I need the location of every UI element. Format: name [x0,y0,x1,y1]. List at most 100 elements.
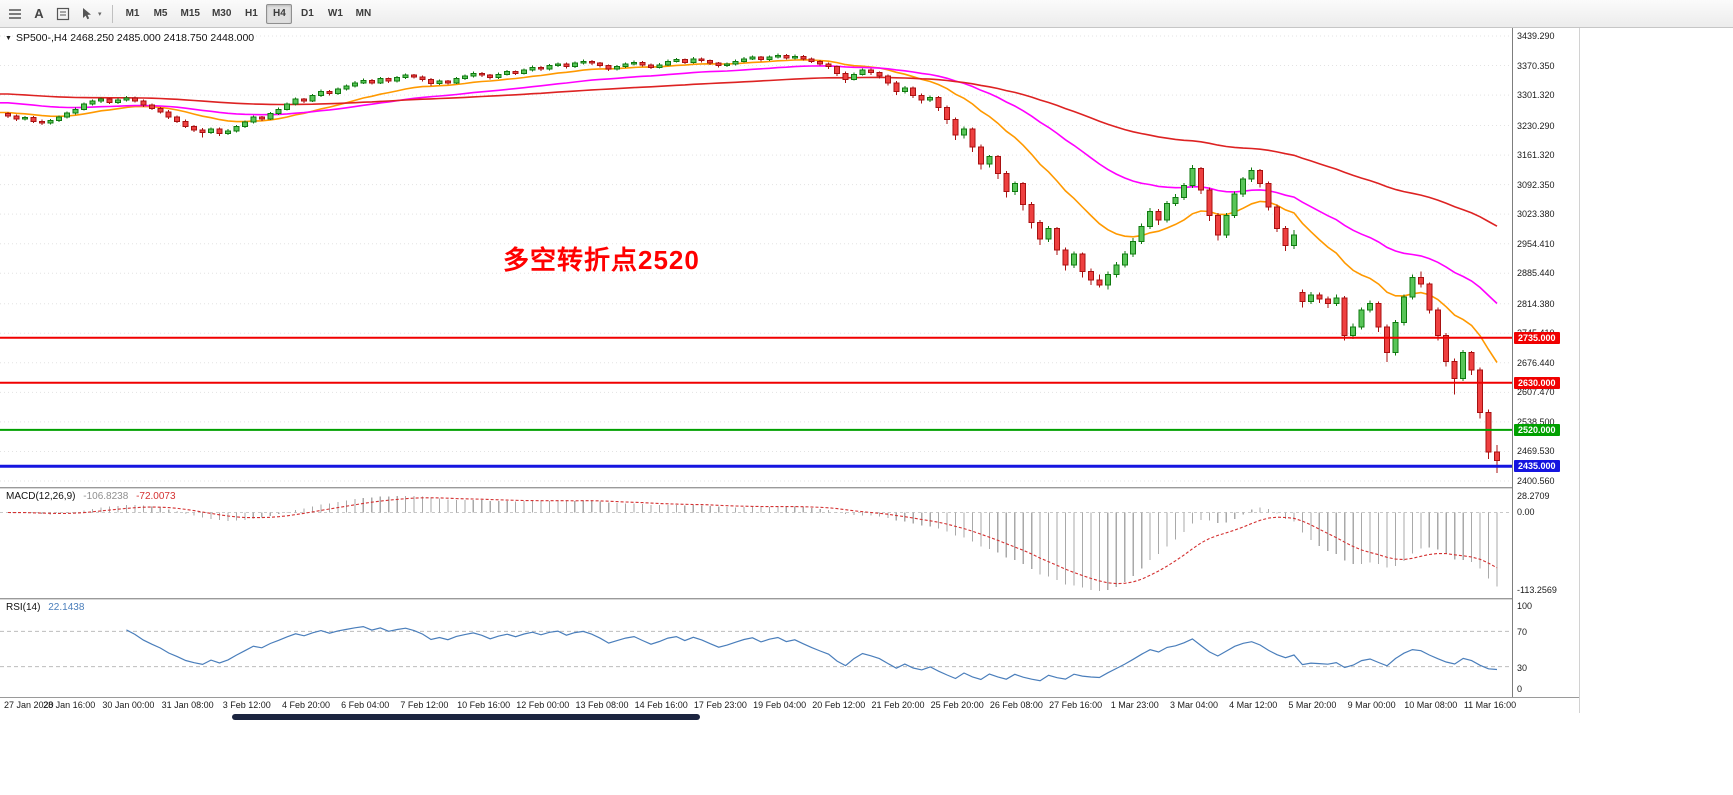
date-label: 9 Mar 00:00 [1347,700,1396,710]
macd-label: MACD(12,26,9) [6,491,76,502]
template-icon[interactable] [52,3,74,25]
date-label: 13 Feb 08:00 [575,700,629,710]
price-axis-label: 2538.500 [1517,416,1555,427]
date-axis[interactable]: 27 Jan 2020 28 Jan 16:00 30 Jan 00:00 31 Ja… [0,698,1580,713]
date-label: 3 Feb 12:00 [222,700,271,710]
date-label: 11 Mar 16:00 [1463,700,1517,710]
price-axis-label: 2469.530 [1517,446,1555,457]
price-axis-label: 2885.440 [1517,268,1555,279]
date-label: 12 Feb 00:00 [516,700,570,710]
rsi-axis-label: 70 [1517,627,1528,638]
chart-window-edge [1579,28,1580,713]
macd-signal-value: -72.0073 [136,491,176,502]
timeframe-button-h1[interactable]: H1 [238,4,264,24]
date-label: 10 Mar 08:00 [1404,700,1458,710]
timeframe-button-w1[interactable]: W1 [322,4,348,24]
macd-axis-label: 28.2709 [1517,491,1550,501]
rsi-label: RSI(14) [6,602,41,613]
objects-list-icon[interactable] [4,3,26,25]
price-tag-2630: 2630.000 [1514,376,1560,389]
toolbar: A ▾ M1 M5 M15 M30 H1 H4 D1 W1 MN [0,0,1733,28]
timeframe-button-h4[interactable]: H4 [266,3,293,24]
date-label: 1 Mar 23:00 [1110,700,1159,710]
date-label: 17 Feb 23:00 [693,700,747,710]
price-axis[interactable]: 3439.290 3370.350 3301.320 3230.290 3161.320… [1512,28,1580,697]
rsi-line [126,625,1498,682]
date-label: 5 Mar 20:00 [1288,700,1337,710]
macd-main-value: -106.8238 [83,491,129,502]
mid-ma-line[interactable] [0,65,1498,305]
date-label: 14 Feb 16:00 [634,700,688,710]
price-axis-label: 2954.410 [1517,238,1555,249]
timeframe-button-m15[interactable]: M15 [176,4,205,24]
cursor-tool-icon[interactable] [76,3,98,25]
panel-separator[interactable] [0,487,1580,489]
price-axis-label: 3092.350 [1517,179,1555,190]
rsi-axis-label: 100 [1517,601,1533,611]
date-label: 6 Feb 04:00 [341,700,390,710]
date-label: 3 Mar 04:00 [1169,700,1219,710]
chart-annotation-text[interactable]: 多空转折点2520 [503,245,700,275]
price-axis-label: 3301.320 [1517,90,1555,101]
bottom-scrollbar[interactable] [232,714,700,720]
date-label: 4 Mar 12:00 [1229,700,1278,710]
timeframe-button-mn[interactable]: MN [350,4,376,24]
symbol-ohlc-title: SP500-,H4 2468.250 2485.000 2418.750 244… [15,32,255,44]
rsi-header: RSI(14) 22.1438 [6,602,84,613]
price-tag-2435: 2435.000 [1514,460,1560,473]
date-label: 19 Feb 04:00 [753,700,807,710]
date-label: 31 Jan 08:00 [161,700,214,710]
toolbar-separator [111,4,113,23]
rsi-plot[interactable] [0,600,1512,697]
date-label: 26 Feb 08:00 [989,700,1043,710]
macd-histogram [15,495,1498,592]
price-gridlines [0,35,1512,482]
price-axis-label: 2400.560 [1517,476,1555,486]
date-label: 4 Feb 20:00 [281,700,331,710]
date-label: 10 Feb 16:00 [457,700,511,710]
macd-plot[interactable] [0,489,1512,598]
date-label: 30 Jan 00:00 [102,700,155,710]
price-axis-label: 2607.470 [1517,387,1555,398]
timeframe-button-m1[interactable]: M1 [120,4,146,24]
chart-header: ▼ SP500-,H4 2468.250 2485.000 2418.750 24… [5,32,254,44]
timeframe-toolbar: M1 M5 M15 M30 H1 H4 D1 W1 MN [119,3,378,24]
fast-ma-line[interactable] [0,58,1498,363]
date-label: 25 Feb 20:00 [930,700,984,710]
bottom-strip [0,713,1733,795]
price-axis-label: 3230.290 [1517,120,1555,131]
rsi-axis-label: 30 [1517,662,1528,673]
price-axis-label: 2814.380 [1517,298,1555,309]
price-axis-label: 3439.290 [1517,31,1555,41]
macd-axis-label: 0.00 [1517,507,1535,518]
date-label: 27 Feb 16:00 [1049,700,1103,710]
candles-layer [5,53,1500,474]
price-axis-label: 3161.320 [1517,150,1555,161]
timeframe-button-m5[interactable]: M5 [148,4,174,24]
macd-axis-label: -113.2569 [1517,585,1557,595]
macd-signal-line [7,497,1498,585]
text-label-icon[interactable]: A [34,6,44,21]
timeframe-button-m30[interactable]: M30 [207,4,236,24]
date-label: 21 Feb 20:00 [871,700,925,710]
rsi-value: 22.1438 [48,602,85,613]
cursor-dropdown-caret[interactable]: ▾ [98,10,102,18]
date-label: 7 Feb 12:00 [400,700,449,710]
timeframe-button-d1[interactable]: D1 [294,4,320,24]
price-axis-label: 2676.440 [1517,357,1555,368]
rsi-axis-label: 0 [1517,684,1523,694]
price-chart-plot[interactable] [0,28,1512,487]
date-label: 28 Jan 16:00 [43,700,96,710]
date-label: 27 Jan 2020 [4,700,54,710]
macd-header: MACD(12,26,9) -106.8238 -72.0073 [6,491,176,502]
panel-separator [0,697,1580,698]
panel-separator[interactable] [0,598,1580,600]
price-axis-label: 3370.350 [1517,60,1555,71]
slow-ma-line[interactable] [0,76,1498,227]
chart-window: ▼ SP500-,H4 2468.250 2485.000 2418.750 24… [0,28,1580,713]
price-tag-2735: 2735.000 [1514,331,1560,344]
price-tag-2520: 2520.000 [1514,423,1560,436]
date-label: 20 Feb 12:00 [812,700,866,710]
collapse-triangle-icon[interactable]: ▼ [5,35,12,42]
